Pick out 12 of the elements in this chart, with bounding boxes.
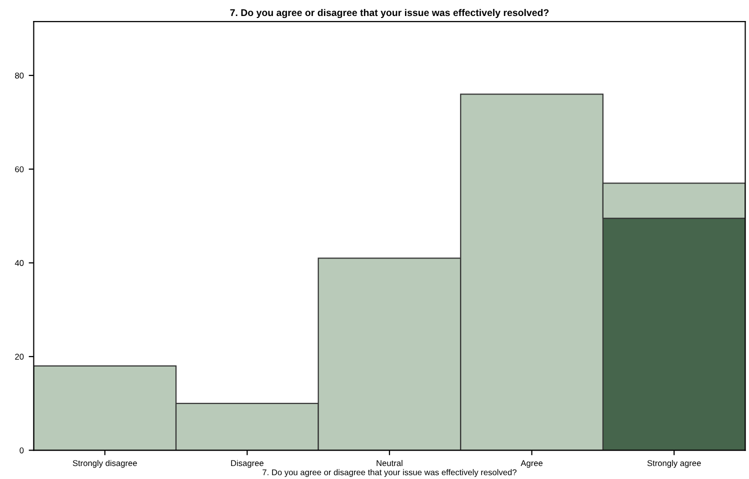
x-tick-label: Strongly disagree xyxy=(72,460,137,468)
y-tick-label: 60 xyxy=(15,166,24,172)
y-tick-label: 40 xyxy=(14,260,24,266)
x-tick-label: Neutral xyxy=(376,460,402,466)
y-tick-label: 0 xyxy=(20,447,24,454)
x-axis-title: 7. Do you agree or disagree that your issue was effectively resolved? xyxy=(262,469,516,477)
x-tick-label: Disagree xyxy=(231,460,264,468)
y-tick-label: 20 xyxy=(15,354,24,360)
chart-title: 7. Do you agree or disagree that your issue was effectively resolved? xyxy=(230,8,549,18)
y-tick-label: 80 xyxy=(15,72,24,79)
x-tick-label: Agree xyxy=(520,460,543,468)
x-tick-label: Strongly agree xyxy=(647,460,701,468)
